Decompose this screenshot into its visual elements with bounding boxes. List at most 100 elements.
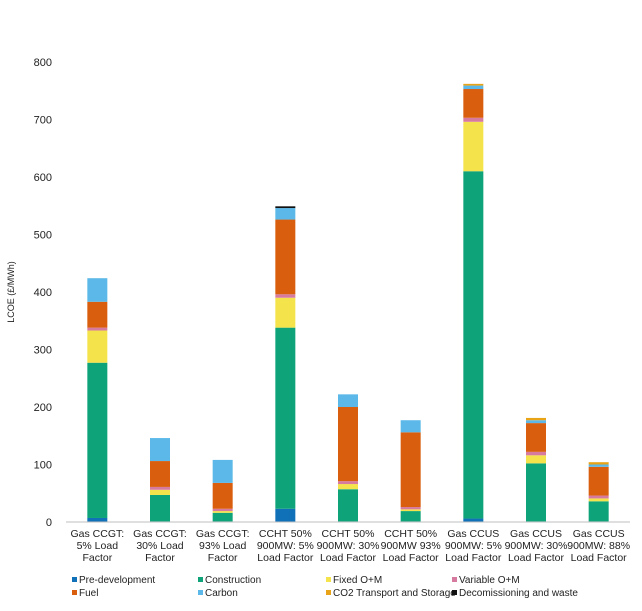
category-label: Load Factor bbox=[508, 552, 565, 564]
bar-segment bbox=[588, 498, 609, 502]
bar-segment bbox=[400, 507, 421, 510]
bar-segment bbox=[338, 481, 358, 485]
y-tick-label: 400 bbox=[34, 287, 52, 299]
bar-segment bbox=[212, 511, 233, 513]
legend-label: Pre-development bbox=[79, 575, 155, 586]
bar-segment bbox=[400, 511, 421, 522]
y-tick-label: 0 bbox=[46, 517, 52, 529]
bar-segment bbox=[463, 89, 484, 118]
category-label: 93% Load bbox=[199, 540, 246, 552]
legend-label: Fixed O+M bbox=[333, 575, 382, 586]
bar-segment bbox=[212, 512, 233, 522]
bar-segment bbox=[400, 420, 421, 433]
legend-swatch bbox=[452, 590, 457, 595]
legend-swatch bbox=[198, 590, 203, 595]
category-label: Gas CCUS bbox=[447, 528, 499, 540]
bar-segment bbox=[275, 294, 296, 298]
bar-segment bbox=[588, 495, 609, 499]
bar-segment bbox=[275, 219, 296, 295]
category-label: CCHT 50% bbox=[322, 528, 375, 540]
category-label: Load Factor bbox=[320, 552, 377, 564]
bar-segment bbox=[275, 297, 296, 328]
bar-segment bbox=[212, 508, 233, 512]
legend-label: Variable O+M bbox=[459, 575, 520, 586]
bar-segment bbox=[87, 327, 108, 331]
category-label: Gas CCGT: bbox=[196, 528, 250, 540]
y-tick-label: 500 bbox=[34, 230, 52, 242]
bar-segment bbox=[212, 482, 233, 509]
bar-segment bbox=[526, 420, 546, 424]
category-label: 900MW: 5% bbox=[257, 540, 314, 552]
legend-swatch bbox=[72, 577, 77, 582]
bar-segment bbox=[526, 455, 546, 464]
category-label: Load Factor bbox=[383, 552, 440, 564]
category-label: Load Factor bbox=[571, 552, 628, 564]
bar-segment bbox=[212, 459, 233, 483]
bar-segment bbox=[87, 301, 108, 328]
y-tick-label: 200 bbox=[34, 402, 52, 414]
y-tick-label: 700 bbox=[34, 115, 52, 127]
bar-segment bbox=[526, 423, 546, 452]
bar-segment bbox=[150, 494, 170, 522]
y-axis-title: LCOE (£/MWh) bbox=[6, 261, 16, 323]
bar-segment bbox=[400, 509, 421, 512]
category-label: Factor bbox=[208, 552, 238, 564]
legend-label: Carbon bbox=[205, 588, 238, 599]
category-label: 900MW 93% bbox=[381, 540, 441, 552]
category-label: Gas CCGT: bbox=[70, 528, 124, 540]
bar-segment bbox=[400, 432, 421, 508]
category-label: Gas CCUS bbox=[510, 528, 562, 540]
bar-segment bbox=[463, 121, 484, 172]
bar-segment bbox=[338, 489, 358, 522]
bar-segment bbox=[87, 362, 108, 518]
bar-segment bbox=[526, 451, 546, 456]
bar-segment bbox=[275, 208, 296, 220]
bar-segment bbox=[150, 461, 170, 487]
bar-segment bbox=[588, 464, 609, 467]
legend-swatch bbox=[72, 590, 77, 595]
bar-segment bbox=[463, 85, 484, 90]
legend-label: Fuel bbox=[79, 588, 98, 599]
category-label: CCHT 50% bbox=[259, 528, 312, 540]
legend: Pre-development Construction Fixed O+M Vari… bbox=[72, 575, 578, 599]
bar-segment bbox=[150, 489, 170, 495]
y-axis-ticks: 0 100 200 300 400 500 600 700 800 bbox=[34, 57, 52, 529]
bar-segment bbox=[588, 501, 609, 522]
bar-segment bbox=[275, 206, 296, 209]
legend-swatch bbox=[326, 590, 331, 595]
category-label: 5% Load bbox=[77, 540, 119, 552]
y-tick-label: 800 bbox=[34, 57, 52, 69]
category-label: Gas CCUS bbox=[573, 528, 625, 540]
category-label: Gas CCGT: bbox=[133, 528, 187, 540]
bar-segment bbox=[275, 508, 296, 522]
bar-segment bbox=[338, 407, 358, 482]
bar-segment bbox=[463, 83, 484, 86]
category-label: Load Factor bbox=[257, 552, 314, 564]
bar-segment bbox=[338, 484, 358, 490]
category-label: 900MW: 88% bbox=[567, 540, 630, 552]
bar-segment bbox=[87, 517, 108, 522]
legend-label: Decomissioning and waste bbox=[459, 588, 578, 599]
y-tick-label: 100 bbox=[34, 460, 52, 472]
category-label: CCHT 50% bbox=[384, 528, 437, 540]
y-tick-label: 600 bbox=[34, 172, 52, 184]
category-label: Load Factor bbox=[445, 552, 502, 564]
bar-segment bbox=[275, 327, 296, 509]
category-label: 900MW: 30% bbox=[505, 540, 568, 552]
legend-swatch bbox=[326, 577, 331, 582]
bar-segment bbox=[588, 462, 609, 465]
legend-swatch bbox=[452, 577, 457, 582]
bar-segment bbox=[526, 417, 546, 421]
bar-segment bbox=[463, 117, 484, 122]
bar-segment bbox=[150, 486, 170, 490]
category-label: Factor bbox=[82, 552, 112, 564]
category-label: 900MW: 30% bbox=[317, 540, 380, 552]
category-label: Factor bbox=[145, 552, 175, 564]
bar-segment bbox=[87, 278, 108, 302]
category-label: 900MW: 5% bbox=[445, 540, 502, 552]
legend-swatch bbox=[198, 577, 203, 582]
bar-segment bbox=[150, 438, 170, 462]
